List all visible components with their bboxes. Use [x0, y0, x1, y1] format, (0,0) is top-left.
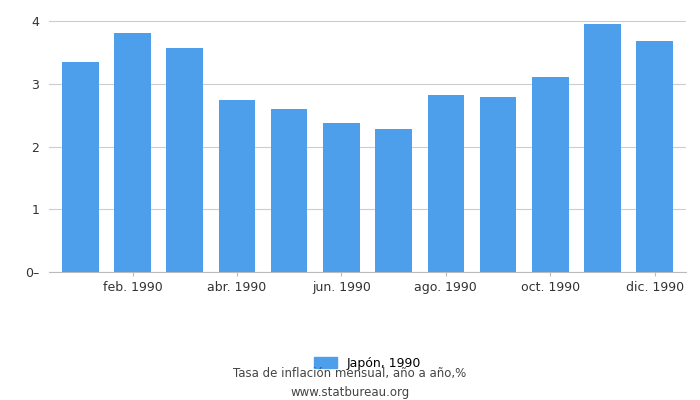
- Bar: [114, 33, 150, 272]
- Bar: [428, 95, 464, 272]
- Bar: [584, 24, 621, 272]
- Text: www.statbureau.org: www.statbureau.org: [290, 386, 410, 399]
- Text: Tasa de inflación mensual, año a año,%: Tasa de inflación mensual, año a año,%: [233, 368, 467, 380]
- Bar: [62, 62, 99, 272]
- Bar: [323, 123, 360, 272]
- Bar: [218, 100, 256, 272]
- Bar: [271, 109, 307, 272]
- Bar: [167, 48, 203, 272]
- Bar: [636, 42, 673, 272]
- Legend: Japón, 1990: Japón, 1990: [309, 352, 426, 375]
- Bar: [375, 129, 412, 272]
- Bar: [532, 76, 568, 272]
- Bar: [480, 96, 517, 272]
